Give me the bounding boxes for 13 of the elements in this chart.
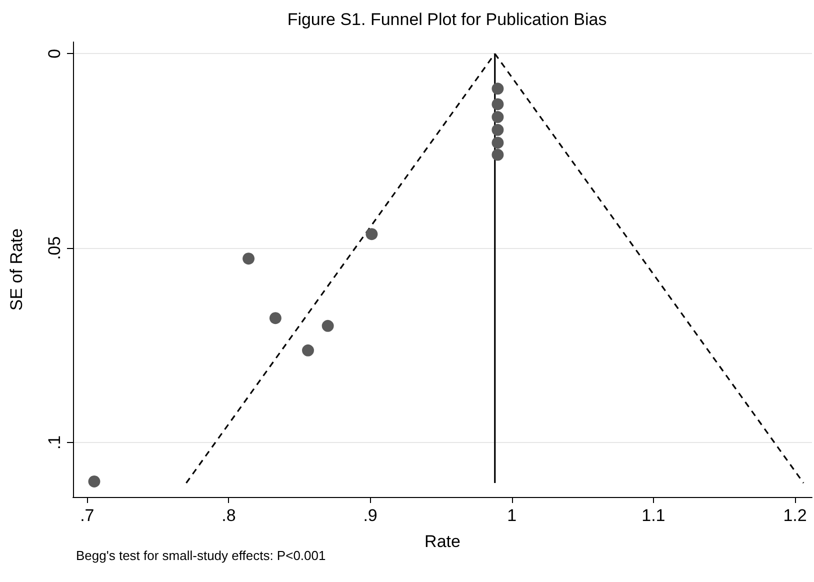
chart-title: Figure S1. Funnel Plot for Publication Bias — [287, 10, 607, 29]
y-tick-label: .1 — [45, 435, 64, 450]
y-axis-title: SE of Rate — [7, 228, 26, 311]
x-tick-label: .9 — [363, 506, 378, 525]
x-tick-label: .7 — [80, 506, 94, 525]
text: Begg's test for small-study effects: P<0.001 — [76, 548, 326, 563]
x-tick-label: 1.1 — [642, 506, 666, 525]
x-tick-label: 1 — [507, 506, 517, 525]
y-tick-label: .05 — [45, 236, 64, 260]
x-tick-label: 1.2 — [783, 506, 807, 525]
x-tick-label: .8 — [222, 506, 236, 525]
x-axis-title: Rate — [424, 532, 460, 551]
y-tick-label: 0 — [45, 48, 64, 58]
